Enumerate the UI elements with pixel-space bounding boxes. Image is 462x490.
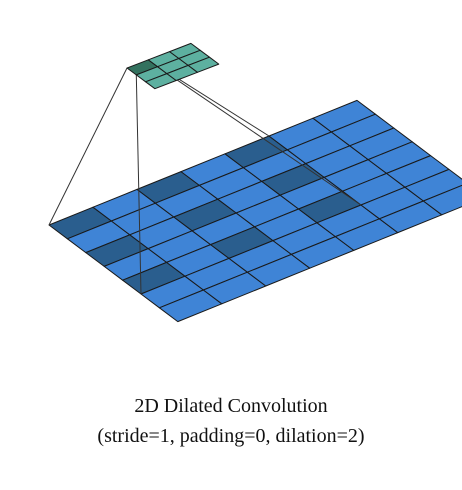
input-cell xyxy=(404,168,462,202)
connector-line xyxy=(157,66,362,206)
connector-line xyxy=(48,67,128,226)
receptive-field-lines xyxy=(48,59,362,295)
diagram-subtitle: (stride=1, padding=0, dilation=2) xyxy=(97,425,365,447)
output-cell xyxy=(187,56,220,73)
input-cell xyxy=(422,184,462,216)
input-feature-map xyxy=(48,99,462,323)
diagram-title: 2D Dilated Convolution xyxy=(134,395,328,417)
connector-line xyxy=(135,74,142,295)
convolution-diagram xyxy=(48,42,462,323)
output-feature-map xyxy=(126,42,220,90)
